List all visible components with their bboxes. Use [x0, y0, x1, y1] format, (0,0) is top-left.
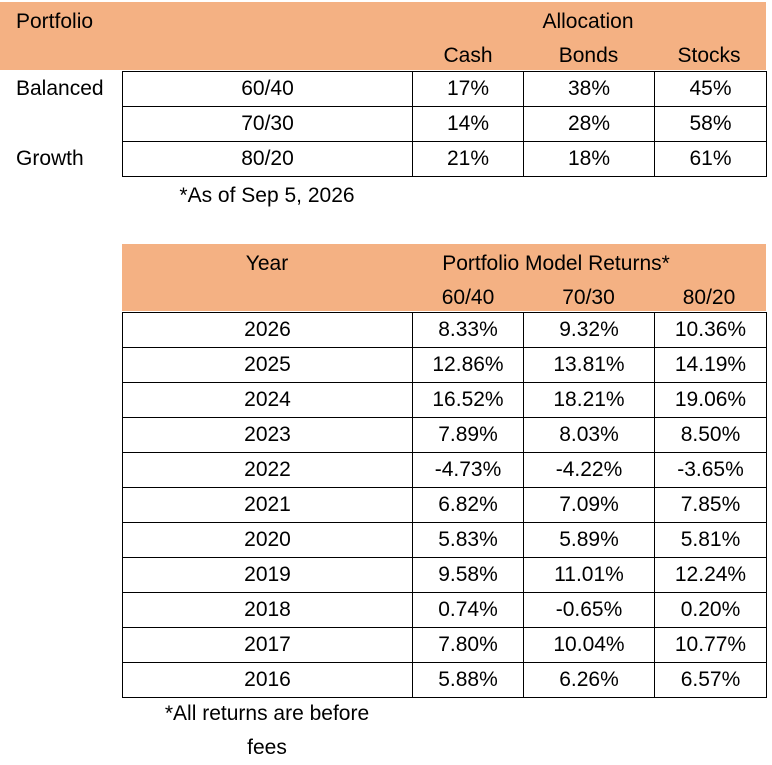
- returns-footnote-line-2: fees: [247, 736, 287, 759]
- returns-year-cell: 2016: [122, 662, 413, 698]
- returns-value-cell: 6.57%: [654, 662, 767, 698]
- returns-value-cell: 9.58%: [412, 557, 524, 593]
- allocation-model-cell: 60/40: [122, 71, 413, 107]
- returns-value-cell: 7.89%: [412, 417, 524, 453]
- returns-value-cell: 5.89%: [523, 522, 655, 558]
- returns-value-cell: 5.81%: [654, 522, 767, 558]
- allocation-row-label: Growth: [16, 147, 84, 170]
- returns-value-cell: 8.03%: [523, 417, 655, 453]
- returns-value-cell: 10.04%: [523, 627, 655, 663]
- allocation-footnote: *As of Sep 5, 2026: [179, 184, 355, 207]
- returns-footnote-line-1: *All returns are before: [164, 702, 370, 725]
- returns-value-cell: 5.83%: [412, 522, 524, 558]
- returns-year-cell: 2019: [122, 557, 413, 593]
- returns-year-cell: 2024: [122, 382, 413, 418]
- allocation-header-band: [0, 2, 766, 70]
- returns-value-cell: 14.19%: [654, 347, 767, 383]
- returns-year-cell: 2025: [122, 347, 413, 383]
- returns-value-cell: 16.52%: [412, 382, 524, 418]
- returns-value-cell: 7.80%: [412, 627, 524, 663]
- returns-value-cell: 11.01%: [523, 557, 655, 593]
- year-header: Year: [245, 252, 289, 275]
- col-header-bonds: Bonds: [558, 44, 619, 67]
- returns-value-cell: 8.50%: [654, 417, 767, 453]
- allocation-model-cell: 70/30: [122, 106, 413, 142]
- returns-value-cell: 8.33%: [412, 312, 524, 348]
- returns-value-cell: 6.82%: [412, 487, 524, 523]
- portfolio-header: Portfolio: [16, 10, 94, 33]
- returns-year-cell: 2022: [122, 452, 413, 488]
- allocation-value-cell: 18%: [523, 141, 655, 177]
- returns-value-cell: 18.21%: [523, 382, 655, 418]
- col-header-80-20: 80/20: [682, 286, 736, 309]
- returns-year-cell: 2021: [122, 487, 413, 523]
- allocation-value-cell: 28%: [523, 106, 655, 142]
- returns-value-cell: 10.77%: [654, 627, 767, 663]
- returns-footnote: *All returns are before fees: [122, 697, 412, 765]
- returns-value-cell: -3.65%: [654, 452, 767, 488]
- returns-value-cell: -4.22%: [523, 452, 655, 488]
- returns-year-cell: 2026: [122, 312, 413, 348]
- allocation-group-header: Allocation: [542, 10, 634, 33]
- returns-group-header: Portfolio Model Returns*: [442, 252, 670, 275]
- returns-header-band: [122, 244, 766, 311]
- returns-value-cell: -0.65%: [523, 592, 655, 628]
- col-header-60-40: 60/40: [441, 286, 495, 309]
- allocation-value-cell: 61%: [654, 141, 767, 177]
- returns-year-cell: 2017: [122, 627, 413, 663]
- returns-value-cell: 12.24%: [654, 557, 767, 593]
- returns-year-cell: 2018: [122, 592, 413, 628]
- returns-value-cell: 0.20%: [654, 592, 767, 628]
- returns-year-cell: 2023: [122, 417, 413, 453]
- returns-value-cell: 5.88%: [412, 662, 524, 698]
- col-header-cash: Cash: [443, 44, 493, 67]
- allocation-value-cell: 14%: [412, 106, 524, 142]
- allocation-value-cell: 58%: [654, 106, 767, 142]
- returns-value-cell: 7.09%: [523, 487, 655, 523]
- allocation-value-cell: 21%: [412, 141, 524, 177]
- col-header-70-30: 70/30: [562, 286, 615, 309]
- allocation-row-label: Balanced: [16, 77, 104, 100]
- returns-value-cell: -4.73%: [412, 452, 524, 488]
- returns-value-cell: 12.86%: [412, 347, 524, 383]
- col-header-stocks: Stocks: [677, 44, 741, 67]
- returns-value-cell: 9.32%: [523, 312, 655, 348]
- allocation-value-cell: 38%: [523, 71, 655, 107]
- returns-value-cell: 0.74%: [412, 592, 524, 628]
- returns-value-cell: 19.06%: [654, 382, 767, 418]
- allocation-value-cell: 17%: [412, 71, 524, 107]
- allocation-model-cell: 80/20: [122, 141, 413, 177]
- returns-value-cell: 13.81%: [523, 347, 655, 383]
- returns-year-cell: 2020: [122, 522, 413, 558]
- allocation-value-cell: 45%: [654, 71, 767, 107]
- returns-value-cell: 6.26%: [523, 662, 655, 698]
- returns-value-cell: 7.85%: [654, 487, 767, 523]
- returns-value-cell: 10.36%: [654, 312, 767, 348]
